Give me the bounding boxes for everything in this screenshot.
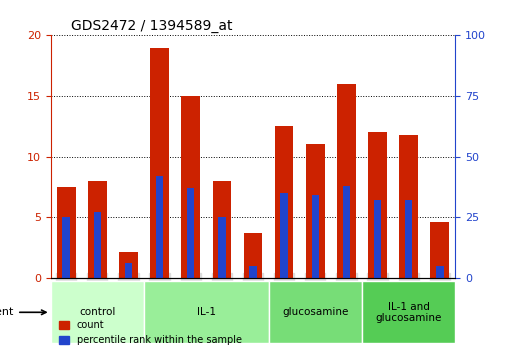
- Bar: [57, 187, 75, 278]
- Bar: [181, 96, 199, 278]
- Bar: [368, 132, 386, 278]
- Bar: [274, 126, 293, 278]
- Bar: [336, 84, 355, 278]
- Bar: [187, 188, 194, 278]
- Bar: [342, 185, 349, 278]
- Text: IL-1: IL-1: [196, 307, 215, 317]
- Bar: [243, 233, 262, 278]
- Bar: [88, 181, 107, 278]
- Bar: [62, 217, 70, 278]
- Bar: [212, 181, 231, 278]
- Bar: [306, 144, 324, 278]
- Bar: [430, 222, 448, 278]
- Text: control: control: [79, 307, 115, 317]
- Bar: [218, 217, 225, 278]
- Bar: [249, 266, 256, 278]
- Bar: [150, 47, 169, 278]
- FancyBboxPatch shape: [144, 281, 268, 343]
- Bar: [398, 135, 417, 278]
- Bar: [93, 212, 101, 278]
- Text: agent: agent: [0, 307, 46, 317]
- Bar: [404, 200, 412, 278]
- FancyBboxPatch shape: [361, 281, 454, 343]
- Bar: [373, 200, 381, 278]
- Text: IL-1 and
glucosamine: IL-1 and glucosamine: [375, 302, 441, 323]
- Text: GDS2472 / 1394589_at: GDS2472 / 1394589_at: [71, 19, 232, 33]
- Bar: [435, 266, 443, 278]
- Legend: count, percentile rank within the sample: count, percentile rank within the sample: [56, 316, 245, 349]
- Bar: [156, 176, 163, 278]
- FancyBboxPatch shape: [268, 281, 361, 343]
- Bar: [311, 195, 318, 278]
- Bar: [280, 193, 287, 278]
- Bar: [124, 263, 132, 278]
- Text: glucosamine: glucosamine: [281, 307, 348, 317]
- Bar: [119, 252, 137, 278]
- FancyBboxPatch shape: [50, 281, 144, 343]
